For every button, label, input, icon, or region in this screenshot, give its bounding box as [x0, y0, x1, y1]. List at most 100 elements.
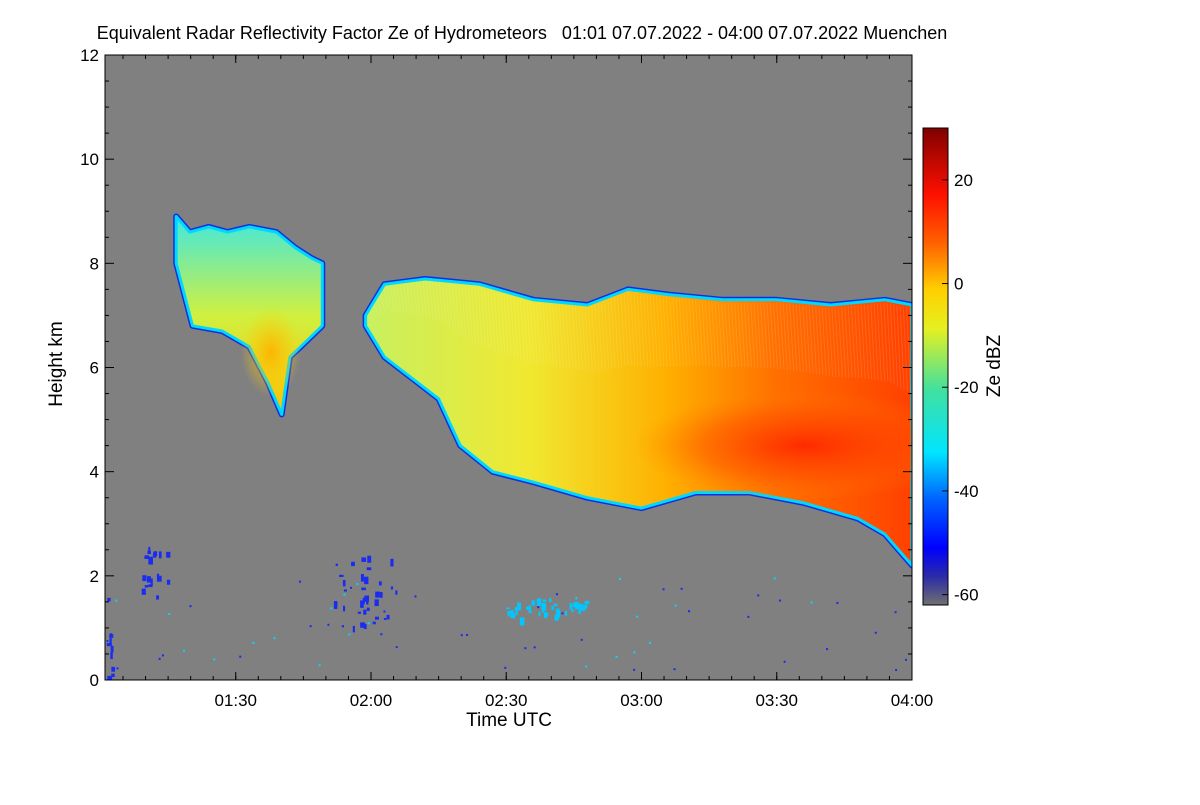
- fall-streak: [695, 300, 701, 366]
- y-tick-label-3: 6: [90, 359, 99, 378]
- fall-streak: [545, 304, 551, 366]
- fall-streak: [409, 283, 415, 315]
- fall-streak: [565, 305, 571, 369]
- clutter-speck: [531, 600, 535, 606]
- colorbar-tick-label-4: -60: [954, 586, 979, 605]
- fall-streak: [704, 301, 710, 367]
- fall-streak: [581, 307, 587, 372]
- fall-streak: [795, 304, 801, 372]
- clutter-speck: [584, 600, 590, 605]
- clutter-speck: [551, 605, 554, 611]
- fall-streak: [773, 302, 779, 369]
- colorbar-label: Ze dBZ: [984, 334, 1005, 397]
- clutter-speck: [571, 608, 574, 613]
- clutter-speck: [572, 604, 576, 608]
- clutter-speck: [895, 669, 898, 672]
- fall-streak: [584, 307, 590, 373]
- clutter-speck: [585, 665, 588, 668]
- fall-streak: [665, 297, 671, 367]
- clutter-speck: [556, 608, 560, 616]
- fall-streak: [847, 306, 853, 378]
- fall-streak: [675, 298, 681, 367]
- fall-streak: [906, 306, 912, 394]
- clutter-speck: [156, 573, 160, 582]
- clutter-speck: [239, 655, 242, 658]
- clutter-speck: [378, 581, 382, 586]
- fall-streak: [480, 287, 486, 348]
- clutter-speck: [537, 606, 540, 609]
- clutter-speck: [524, 647, 527, 650]
- fall-streak: [682, 298, 688, 367]
- fall-streak: [399, 285, 405, 313]
- fall-streak: [863, 304, 869, 379]
- fall-streak: [425, 282, 431, 318]
- fall-streak: [461, 285, 467, 341]
- y-tick-label-5: 10: [80, 150, 99, 169]
- fall-streak: [445, 283, 451, 328]
- fall-streak: [552, 304, 558, 367]
- fall-streak: [380, 293, 386, 312]
- y-tick-label-4: 8: [90, 254, 99, 273]
- fall-streak: [815, 306, 821, 375]
- fall-streak: [477, 287, 483, 346]
- clutter-speck: [339, 574, 344, 577]
- fall-streak: [678, 298, 684, 367]
- x-tick-label-2: 02:30: [485, 691, 528, 710]
- x-tick-label-5: 04:00: [891, 691, 934, 710]
- fall-streak: [639, 293, 645, 367]
- clutter-speck: [648, 641, 651, 644]
- fall-streak: [568, 306, 574, 370]
- clutter-speck: [528, 610, 532, 614]
- fall-streak: [497, 292, 503, 354]
- clutter-speck: [348, 633, 351, 636]
- fall-streak: [370, 309, 376, 317]
- fall-streak: [747, 302, 753, 368]
- fall-streak: [513, 297, 519, 359]
- fall-streak: [857, 305, 863, 379]
- clutter-speck: [826, 648, 829, 651]
- fall-streak: [529, 301, 535, 363]
- clutter-speck: [183, 649, 186, 652]
- fall-streak: [506, 295, 512, 357]
- x-tick-label-3: 03:00: [620, 691, 663, 710]
- colorbar-gradient: [922, 127, 949, 606]
- fall-streak: [727, 302, 733, 368]
- fall-streak: [422, 282, 428, 317]
- fall-streak: [620, 295, 626, 367]
- clutter-speck: [363, 624, 367, 630]
- fall-streak: [873, 303, 879, 381]
- fall-streak: [769, 302, 775, 369]
- clutter-speck: [633, 651, 636, 654]
- clutter-speck: [115, 599, 118, 602]
- fall-streak: [886, 303, 892, 383]
- fall-streak: [412, 283, 418, 316]
- fall-streak: [600, 302, 606, 370]
- fall-streak: [454, 284, 460, 336]
- fall-streak: [438, 283, 444, 323]
- clutter-speck: [662, 588, 665, 591]
- clutter-speck: [395, 590, 398, 595]
- clutter-speck: [533, 646, 536, 649]
- clutter-speck: [166, 551, 171, 558]
- clutter-speck: [555, 593, 558, 596]
- fall-streak: [526, 300, 532, 362]
- clutter-speck: [116, 667, 119, 670]
- clutter-speck: [318, 664, 321, 667]
- fall-streak: [516, 298, 522, 360]
- fall-streak: [672, 297, 678, 367]
- fall-streak: [701, 300, 707, 366]
- fall-streak: [487, 289, 493, 351]
- y-axis: 0 2 4 6 8 10 12: [80, 46, 912, 690]
- clutter-speck: [379, 592, 383, 598]
- colorbar-tick-label-3: -40: [954, 482, 979, 501]
- fall-streak: [828, 307, 834, 377]
- fall-streak: [402, 284, 408, 314]
- clutter-speck: [779, 599, 782, 602]
- fall-streak: [698, 300, 704, 366]
- clutter-speck: [383, 617, 387, 620]
- fall-streak: [850, 305, 856, 378]
- clutter-speck: [147, 550, 151, 555]
- clutter-speck: [747, 615, 750, 618]
- clutter-speck: [106, 639, 109, 642]
- clutter-speck: [351, 561, 355, 567]
